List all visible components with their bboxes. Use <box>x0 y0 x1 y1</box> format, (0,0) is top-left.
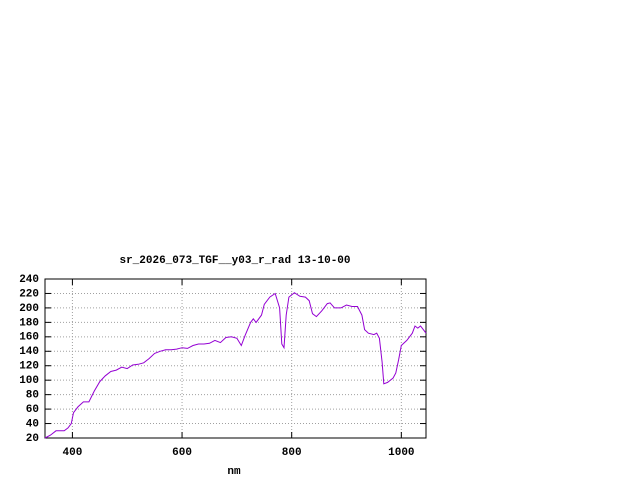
y-tick-label: 200 <box>19 303 39 315</box>
y-tick-label: 120 <box>19 361 39 373</box>
x-tick-label: 400 <box>63 447 83 459</box>
x-tick-label: 1000 <box>388 447 414 459</box>
y-tick-label: 80 <box>26 390 39 402</box>
y-tick-label: 140 <box>19 346 39 358</box>
y-tick-label: 160 <box>19 332 39 344</box>
x-axis-label: nm <box>227 466 241 478</box>
x-tick-label: 600 <box>172 447 192 459</box>
y-tick-label: 240 <box>19 274 39 286</box>
y-tick-label: 40 <box>26 418 39 430</box>
chart-title: sr_2026_073_TGF__y03_r_rad 13-10-00 <box>119 255 350 267</box>
y-tick-label: 180 <box>19 317 39 329</box>
x-tick-label: 800 <box>282 447 302 459</box>
y-tick-label: 60 <box>26 404 39 416</box>
y-tick-label: 100 <box>19 375 39 387</box>
y-tick-label: 220 <box>19 288 39 300</box>
y-tick-label: 20 <box>26 433 39 445</box>
data-line <box>44 292 427 439</box>
plot-frame <box>44 278 427 439</box>
